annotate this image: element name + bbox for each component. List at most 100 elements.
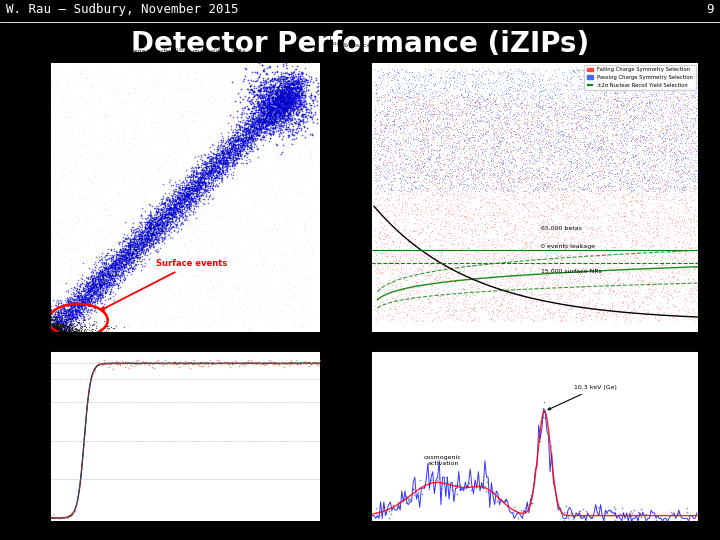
Point	[475, 145, 487, 153]
Point	[261, 110, 272, 119]
Point	[135, 253, 146, 261]
Point	[479, 281, 490, 290]
Point	[277, 117, 289, 126]
Point	[275, 105, 287, 113]
Point	[594, 184, 606, 192]
Point	[501, 114, 513, 123]
Point	[467, 156, 479, 165]
Point	[81, 153, 92, 162]
Point	[52, 323, 63, 332]
Point	[136, 237, 148, 246]
Point	[511, 93, 523, 102]
Point	[490, 124, 501, 132]
Point	[215, 158, 227, 166]
Point	[644, 265, 656, 274]
Point	[66, 303, 77, 312]
Point	[210, 164, 222, 173]
Point	[283, 123, 294, 132]
Point	[281, 95, 292, 104]
Point	[165, 199, 176, 208]
Point	[482, 117, 493, 126]
Point	[592, 288, 603, 297]
Point	[607, 119, 618, 127]
Point	[239, 131, 251, 139]
Point	[109, 260, 121, 268]
Point	[236, 123, 248, 131]
Point	[386, 258, 397, 267]
Point	[510, 233, 521, 241]
Point	[554, 138, 565, 147]
Point	[610, 147, 621, 156]
Point	[689, 172, 701, 180]
Point	[127, 266, 138, 275]
Point	[287, 83, 298, 92]
Point	[54, 231, 66, 239]
Point	[559, 266, 571, 274]
Point	[263, 99, 274, 108]
Point	[82, 288, 94, 297]
Point	[269, 96, 280, 105]
Point	[138, 237, 149, 245]
Point	[549, 110, 560, 119]
Point	[641, 146, 652, 154]
Point	[393, 104, 405, 113]
Point	[562, 129, 574, 138]
Point	[299, 87, 310, 96]
Point	[572, 133, 583, 142]
Point	[619, 231, 631, 240]
Point	[252, 113, 264, 122]
Point	[197, 105, 208, 114]
Point	[263, 106, 274, 114]
Point	[243, 127, 255, 136]
Point	[273, 104, 284, 112]
Point	[284, 73, 296, 82]
Point	[295, 82, 307, 90]
Point	[508, 181, 520, 190]
Point	[153, 207, 165, 216]
Point	[545, 119, 557, 127]
Point	[304, 87, 315, 96]
Point	[636, 162, 648, 171]
Point	[165, 217, 176, 226]
Point	[286, 91, 297, 99]
Point	[284, 92, 295, 101]
Point	[282, 90, 294, 98]
Point	[618, 135, 630, 144]
Point	[251, 128, 263, 137]
Point	[501, 314, 513, 323]
Point	[66, 326, 77, 334]
Point	[276, 86, 288, 94]
Point	[412, 265, 423, 273]
Point	[258, 261, 269, 269]
Point	[462, 136, 474, 144]
Point	[639, 72, 651, 80]
Point	[636, 116, 647, 125]
Point	[204, 167, 215, 176]
Point	[431, 146, 442, 155]
Point	[434, 84, 446, 92]
Point	[246, 122, 257, 131]
Point	[257, 195, 269, 204]
Point	[275, 89, 287, 97]
Point	[206, 252, 217, 261]
Point	[379, 293, 391, 301]
Point	[382, 170, 394, 178]
Point	[264, 110, 276, 119]
Point	[150, 222, 161, 231]
Point	[672, 192, 683, 200]
Point	[78, 327, 90, 335]
Point	[554, 289, 566, 298]
Point	[651, 92, 662, 100]
Point	[266, 99, 278, 108]
Point	[657, 130, 669, 138]
Point	[636, 508, 648, 517]
Point	[559, 240, 570, 249]
Point	[268, 81, 279, 90]
Point	[414, 89, 426, 98]
Point	[138, 241, 149, 250]
Point	[154, 218, 166, 227]
Point	[626, 192, 637, 200]
Point	[417, 120, 428, 129]
Point	[111, 259, 122, 267]
Point	[228, 68, 240, 76]
